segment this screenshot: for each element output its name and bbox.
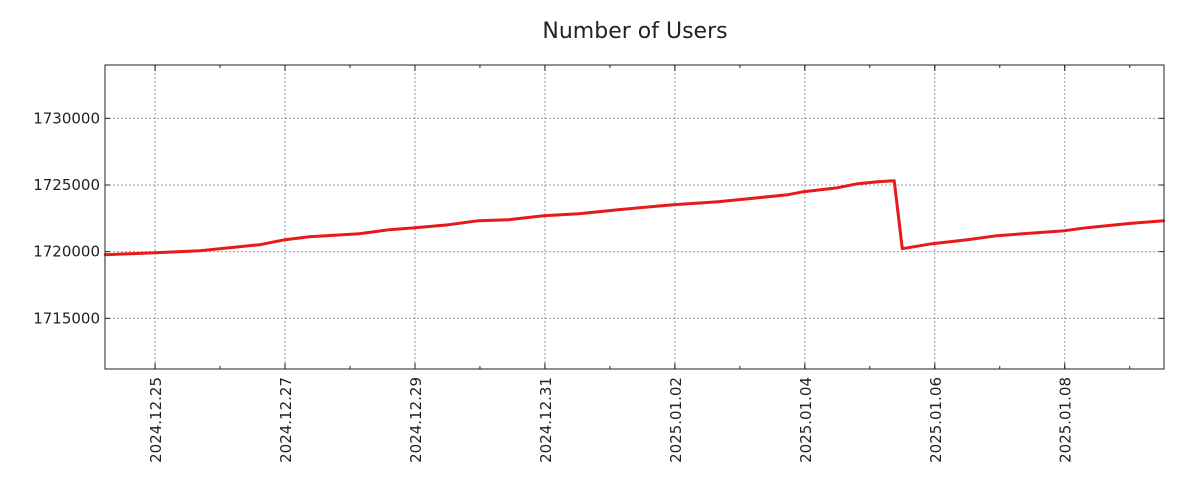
data-point [672, 203, 675, 206]
data-point [1125, 222, 1128, 225]
data-point [756, 196, 760, 199]
x-tick-label: 2025.01.04 [797, 377, 815, 463]
data-point [616, 208, 620, 211]
series-layer [103, 179, 1166, 257]
data-point [1085, 226, 1089, 229]
chart-title: Number of Users [542, 19, 727, 44]
y-tick-label: 1715000 [33, 309, 100, 327]
data-point [388, 228, 391, 231]
grid [105, 65, 1164, 369]
data-point [198, 249, 201, 252]
y-axis: 1715000 1720000 1725000 1730000 [33, 109, 1164, 327]
data-point [577, 212, 580, 215]
data-point [802, 190, 805, 193]
data-point [786, 193, 790, 196]
data-point [358, 232, 361, 235]
x-tick-label: 2025.01.08 [1057, 377, 1075, 463]
data-point [1035, 231, 1039, 234]
data-point [228, 246, 231, 249]
y-tick-label: 1720000 [33, 243, 100, 261]
data-point [966, 238, 969, 241]
x-tick-label: 2024.12.31 [537, 377, 555, 463]
x-tick-label: 2024.12.29 [407, 377, 425, 463]
data-point [413, 226, 417, 229]
data-point [447, 223, 451, 226]
x-axis: 2024.12.25 2024.12.27 2024.12.29 2024.12.31… [147, 65, 1131, 463]
data-point [477, 219, 480, 222]
data-point [876, 180, 880, 183]
data-point [995, 234, 999, 237]
series-line [104, 179, 1165, 257]
data-point [892, 179, 896, 182]
data-point [836, 186, 839, 189]
x-tick-label: 2025.01.02 [667, 377, 685, 463]
data-point [507, 218, 510, 221]
data-point [153, 251, 157, 254]
x-tick-label: 2024.12.25 [147, 377, 165, 463]
plot-frame [104, 64, 1165, 370]
data-point [283, 238, 287, 241]
x-tick-label: 2024.12.27 [277, 377, 295, 463]
data-point [542, 214, 545, 217]
y-tick-label: 1730000 [33, 109, 100, 127]
y-tick-label: 1725000 [33, 176, 100, 194]
data-point [717, 200, 720, 203]
data-point [1063, 229, 1066, 232]
data-point [308, 235, 311, 238]
data-point [930, 242, 934, 245]
data-point [258, 243, 261, 246]
data-point [856, 182, 859, 185]
data-point [901, 247, 904, 250]
x-tick-label: 2025.01.06 [927, 377, 945, 463]
